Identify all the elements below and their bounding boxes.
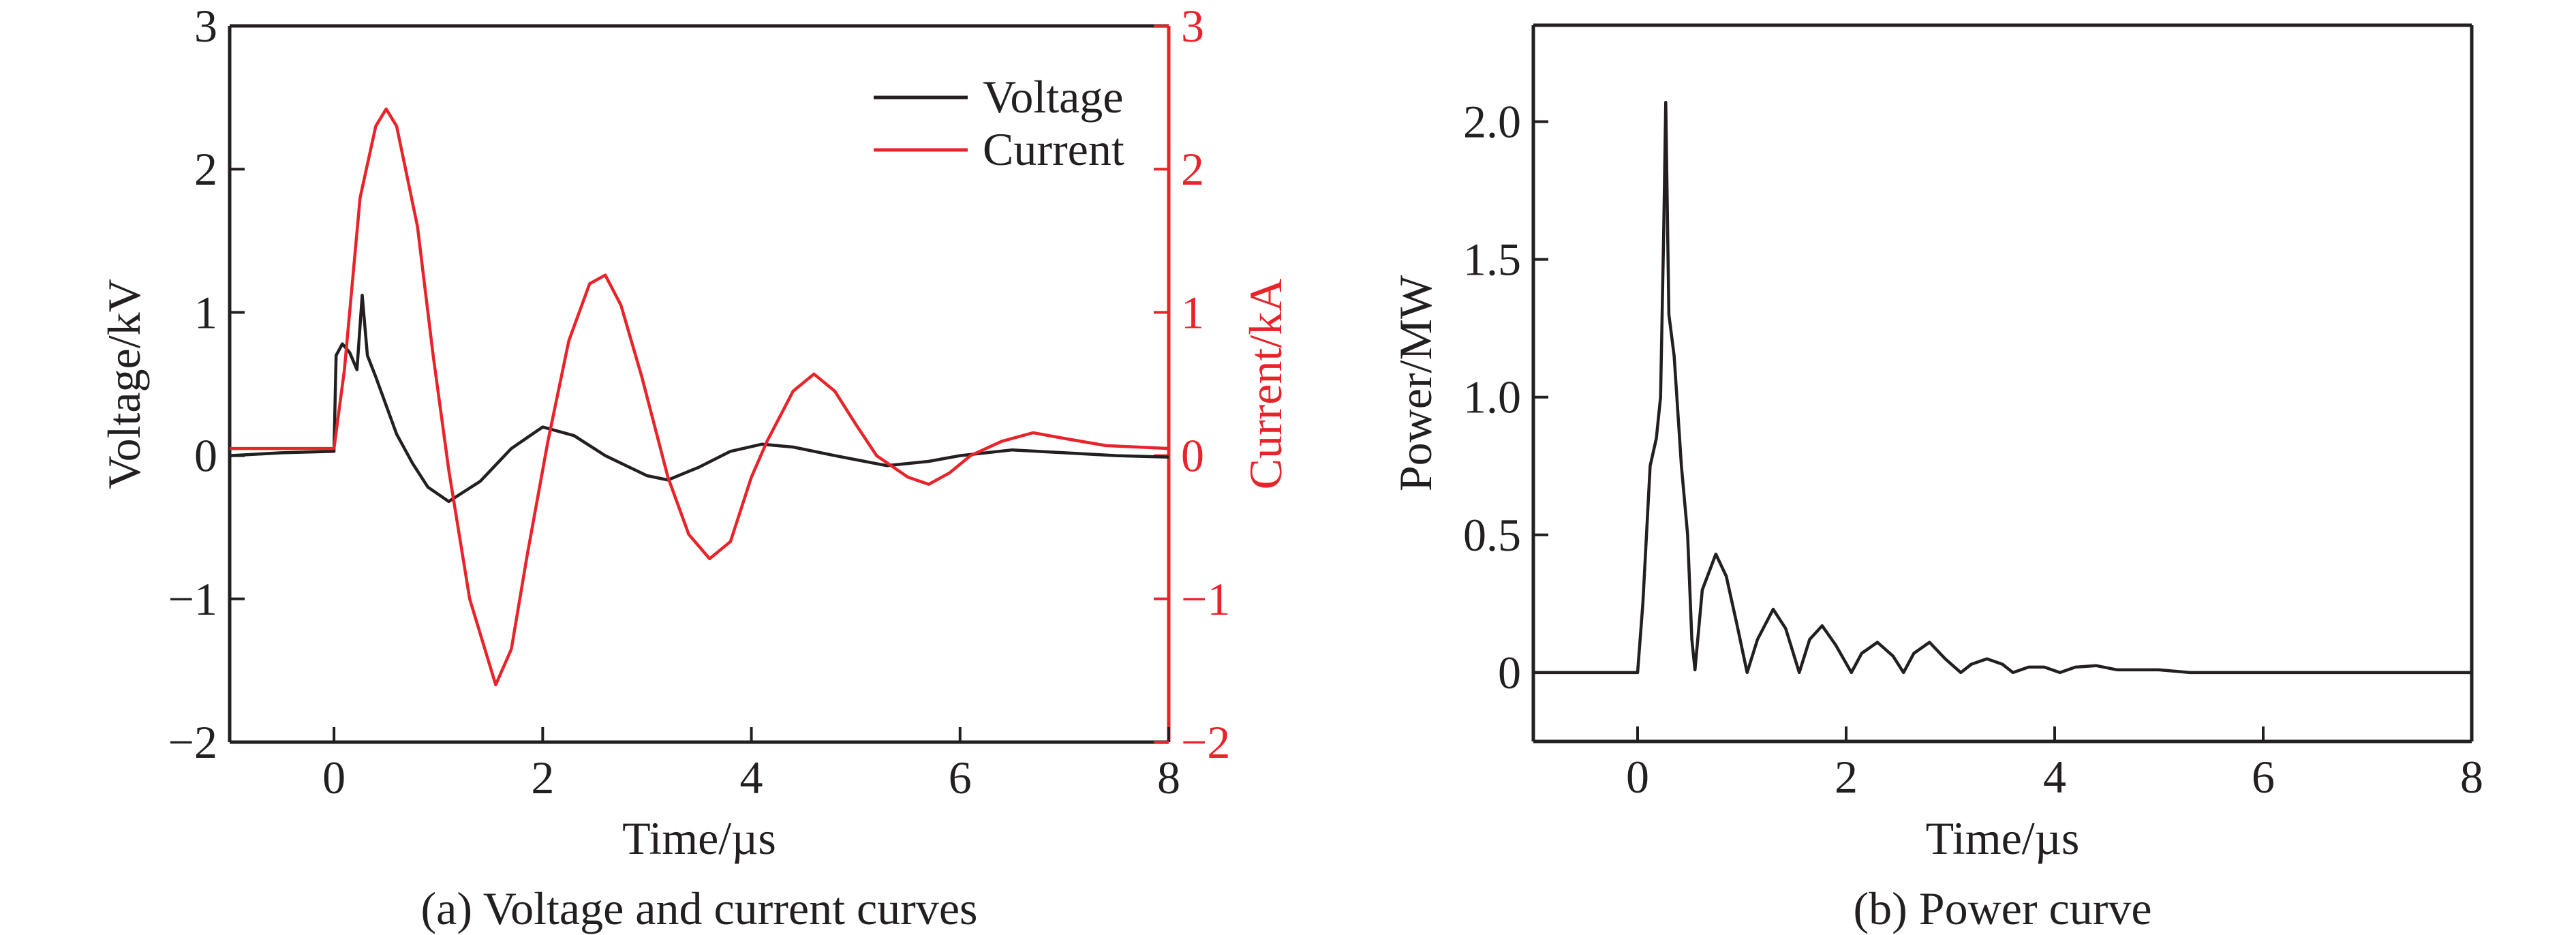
legend-label-voltage: Voltage	[983, 71, 1124, 123]
y-tick-label: 3	[194, 0, 217, 52]
y-tick-label: 0	[1498, 647, 1521, 699]
figure-caption: (a) Voltage and current curves	[421, 883, 978, 934]
y-tick-label: −1	[168, 573, 217, 625]
y-tick-label: 0	[194, 430, 217, 482]
y-axis-label: Voltage/kV	[98, 279, 150, 489]
legend-label-current: Current	[983, 123, 1124, 175]
y2-tick-label: 3	[1181, 0, 1204, 52]
x-axis-label: Time/µs	[1926, 812, 2080, 864]
x-tick-label: 8	[1157, 752, 1180, 803]
x-tick-label: 4	[740, 752, 763, 803]
x-tick-label: 4	[2043, 751, 2066, 803]
y-tick-label: −2	[168, 716, 217, 768]
y2-tick-label: 0	[1181, 430, 1204, 482]
x-tick-label: 2	[531, 752, 554, 803]
x-axis-label: Time/µs	[622, 812, 776, 864]
y-tick-label: 1.5	[1463, 234, 1521, 286]
figure-caption: (b) Power curve	[1853, 883, 2151, 934]
x-tick-label: 6	[949, 752, 972, 803]
x-tick-label: 2	[1835, 751, 1858, 803]
y2-axis-label: Current/kA	[1240, 279, 1291, 490]
x-tick-label: 0	[322, 752, 346, 803]
y2-tick-label: −1	[1181, 573, 1230, 625]
y-tick-label: 2.0	[1463, 95, 1521, 147]
y-tick-label: 2	[194, 143, 217, 195]
series-line-current	[230, 107, 1169, 687]
y-tick-label: 1	[194, 286, 217, 338]
y2-tick-label: 1	[1181, 286, 1204, 338]
x-tick-label: 8	[2460, 751, 2483, 803]
y-axis-label: Power/MW	[1390, 275, 1441, 491]
series-line-power	[1533, 100, 2472, 675]
x-tick-label: 0	[1626, 751, 1649, 803]
x-tick-label: 6	[2252, 751, 2275, 803]
y2-tick-label: −2	[1181, 716, 1230, 768]
y-tick-label: 1.0	[1463, 371, 1521, 423]
power-chart: 0 2 4 6 8 0 0.5 1.0 1.5 2.0 Time/µs Power/MW (b) Pow…	[1390, 23, 2483, 934]
y2-tick-label: 2	[1181, 143, 1204, 195]
series-line-voltage	[229, 293, 1169, 504]
y-tick-label: 0.5	[1463, 509, 1521, 561]
